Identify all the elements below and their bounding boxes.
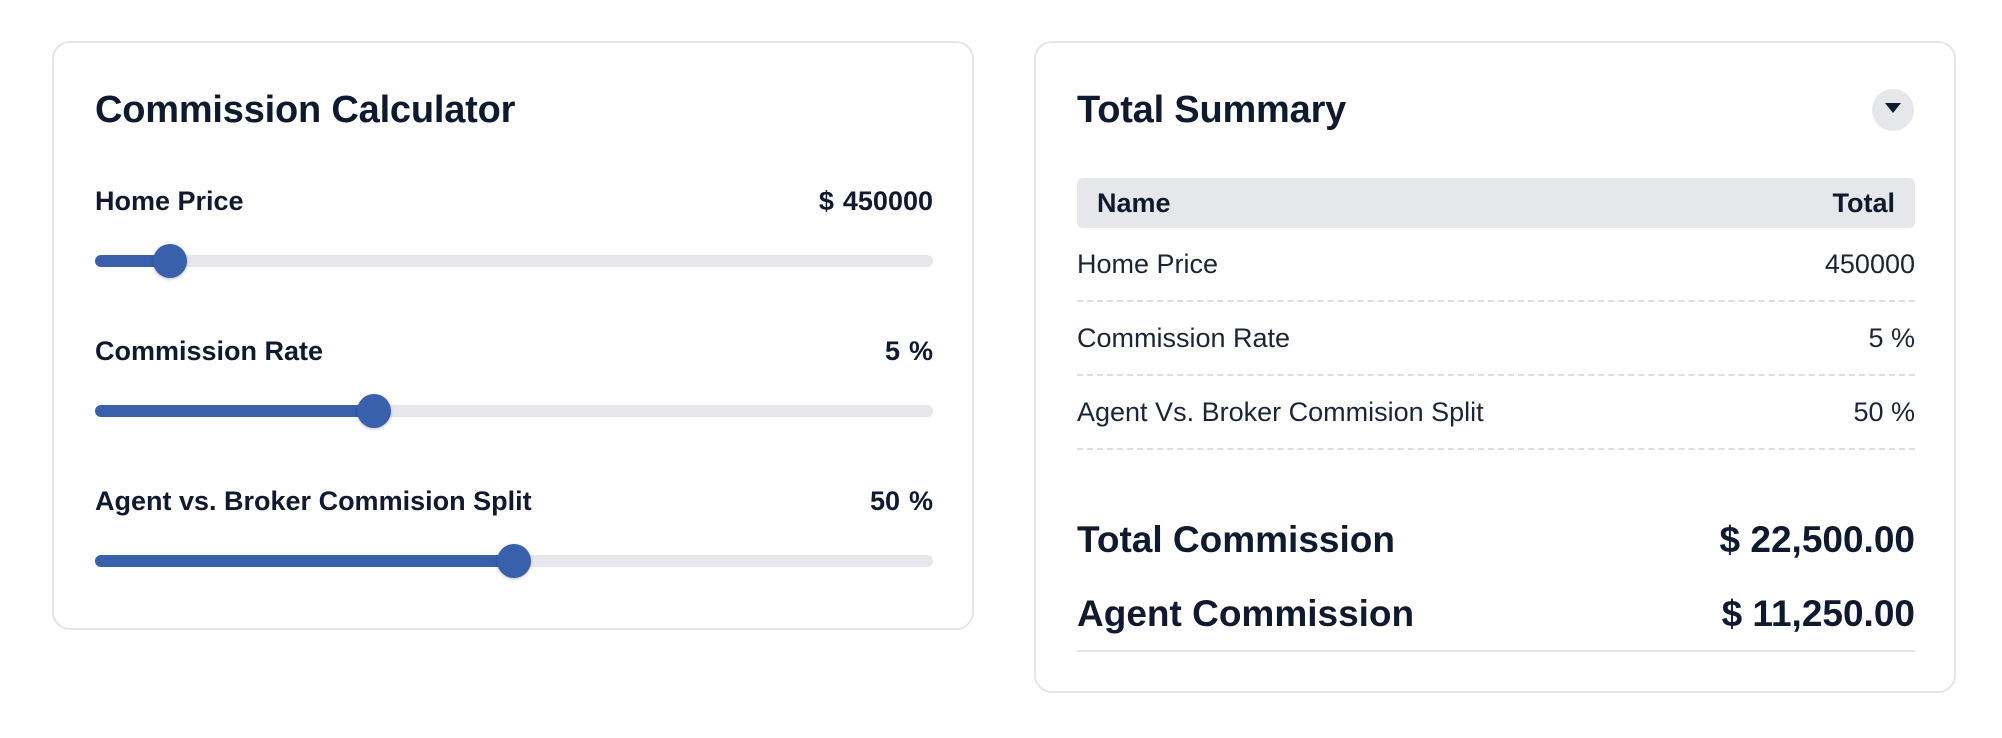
home-price-slider-fill: [95, 255, 171, 267]
agent-commission-value: $ 11,250.00: [1721, 593, 1915, 634]
row-total: 50 %: [1853, 396, 1915, 427]
agent-commission-label: Agent Commission: [1077, 593, 1415, 634]
row-total: 5 %: [1868, 322, 1915, 353]
total-commission-row: Total Commission $ 22,500.00: [1077, 503, 1915, 577]
commission-rate-value: 5 %: [885, 336, 933, 367]
split-label: Agent vs. Broker Commision Split: [95, 486, 532, 516]
row-name: Commission Rate: [1077, 322, 1291, 353]
home-price-slider[interactable]: [95, 244, 933, 278]
header-total: Total: [1832, 187, 1896, 218]
split-number: 50: [869, 486, 900, 516]
commission-calculator-card: Commission Calculator Home Price $ 45000…: [52, 41, 974, 630]
agent-commission-row: Agent Commission $ 11,250.00: [1077, 577, 1915, 651]
commission-rate-slider[interactable]: [95, 394, 933, 428]
commission-rate-label: Commission Rate: [95, 336, 324, 366]
split-suffix: %: [908, 486, 933, 516]
total-commission-value: $ 22,500.00: [1719, 519, 1915, 560]
commission-rate-number: 5: [884, 336, 900, 366]
split-slider-group: Agent vs. Broker Commision Split 50 %: [95, 486, 933, 578]
table-row: Agent Vs. Broker Commision Split 50 %: [1077, 376, 1915, 450]
summary-toggle-button[interactable]: [1872, 89, 1914, 131]
summary-title: Total Summary: [1077, 89, 1347, 131]
summary-table: Name Total Home Price 450000 Commission …: [1077, 178, 1915, 450]
home-price-value: $ 450000: [819, 186, 933, 217]
commission-rate-slider-thumb[interactable]: [357, 394, 392, 428]
home-price-number: 450000: [842, 186, 933, 216]
row-total: 450000: [1824, 248, 1915, 279]
totals-divider: [1077, 650, 1915, 652]
commission-rate-slider-fill: [95, 405, 375, 417]
caret-down-icon: [1884, 101, 1902, 119]
home-price-label: Home Price: [95, 186, 244, 216]
summary-table-header: Name Total: [1077, 178, 1915, 228]
row-name: Agent Vs. Broker Commision Split: [1077, 396, 1484, 427]
total-summary-card: Total Summary Name Total Home Price 4500…: [1034, 41, 1956, 693]
summary-totals: Total Commission $ 22,500.00 Agent Commi…: [1077, 503, 1915, 651]
home-price-slider-group: Home Price $ 450000: [95, 186, 933, 278]
table-row: Commission Rate 5 %: [1077, 302, 1915, 376]
split-slider-thumb[interactable]: [497, 544, 531, 578]
total-commission-label: Total Commission: [1077, 519, 1395, 560]
home-price-slider-thumb[interactable]: [153, 244, 188, 278]
table-row: Home Price 450000: [1077, 228, 1915, 302]
split-slider[interactable]: [95, 544, 933, 578]
commission-rate-slider-group: Commission Rate 5 %: [95, 336, 933, 428]
home-price-prefix: $: [818, 186, 834, 216]
header-name: Name: [1097, 187, 1171, 218]
split-slider-fill: [95, 555, 514, 567]
row-name: Home Price: [1077, 248, 1219, 279]
split-value: 50 %: [870, 486, 933, 517]
commission-rate-suffix: %: [908, 336, 933, 366]
calculator-title: Commission Calculator: [95, 89, 516, 131]
